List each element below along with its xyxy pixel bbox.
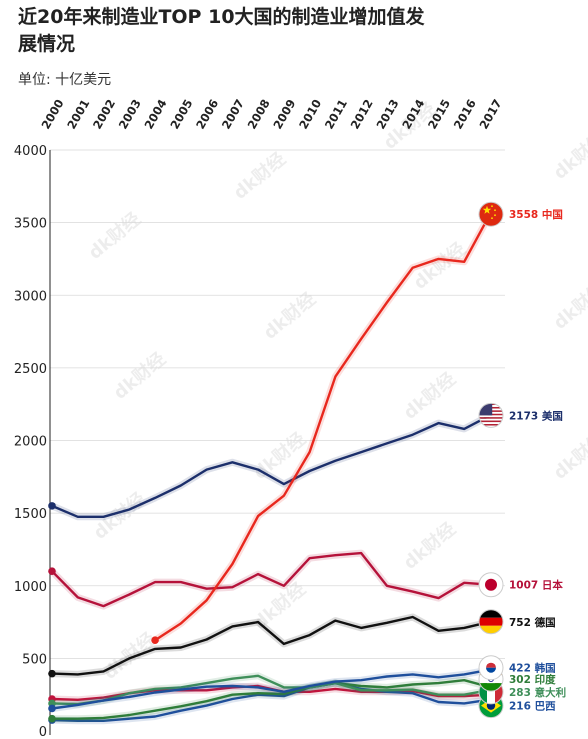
y-tick-label: 2500 [14,362,47,377]
series-start-point-de [48,669,56,678]
series-start-point-jp [48,567,56,576]
series-line-us [50,414,492,518]
korea-flag-icon [478,655,504,681]
y-tick-label: 1500 [14,507,47,522]
y-tick-label: 500 [22,652,47,667]
y-tick-label: 4000 [14,144,47,159]
x-tick-label: 2017 [476,97,504,132]
unit-label: 单位: 十亿美元 [18,72,112,88]
x-axis: 2000200120022003200420052006200720082009… [38,97,504,132]
watermark-text: dk财经 [549,128,588,184]
series-line-it [50,674,492,706]
series-lines [48,210,494,725]
china-flag-icon [478,201,504,227]
series-start-point-us [48,502,56,510]
end-label-cn: 3558 中国 [509,208,563,221]
end-label-de: 752 德国 [509,616,556,629]
x-tick-label: 2007 [219,97,247,132]
x-tick-label: 2000 [38,97,66,132]
y-axis: 0 500 1000 1500 2000 2500 3000 3500 4000 [14,144,51,739]
watermarks: dk财经dk财经dk财经dk财经dk财经dk财经dk财经dk财经dk财经dk财经… [84,98,588,684]
y-tick-label: 0 [39,725,47,739]
x-tick-label: 2001 [64,97,92,132]
series-start-point-in [48,714,56,723]
watermark-text: dk财经 [549,428,588,484]
watermark-text: dk财经 [399,368,460,424]
x-tick-label: 2002 [90,97,118,132]
x-tick-label: 2004 [142,97,170,132]
series-line-cn [153,213,492,642]
watermark-text: dk财经 [229,148,290,204]
end-label-br: 216 巴西 [509,701,556,713]
end-label-kr: 422 韩国 [509,662,556,675]
grid-lines [50,149,505,659]
x-tick-label: 2009 [270,97,298,132]
x-tick-label: 2003 [116,97,144,132]
watermark-text: dk财经 [549,278,588,334]
watermark-text: dk财经 [259,288,320,344]
end-label-it: 283 意大利 [509,686,566,699]
x-tick-label: 2008 [245,97,273,132]
watermark-text: dk财经 [399,518,460,574]
y-tick-label: 3000 [14,289,47,304]
series-line-de [50,615,492,676]
y-tick-label: 2000 [14,435,47,450]
series-start-point-cn [151,636,159,645]
x-tick-label: 2016 [451,97,479,132]
series-line-in [50,679,492,720]
series-line-jp [50,551,492,608]
x-tick-label: 2011 [322,97,350,132]
x-tick-label: 2010 [296,97,324,132]
chart-title: 近20年来制造业TOP 10大国的制造业增加值发展情况 [18,6,425,55]
series-line-br [50,681,492,722]
usa-flag-icon [478,402,504,428]
y-tick-label: 1000 [14,580,47,595]
watermark-text: dk财经 [109,348,170,404]
x-tick-label: 2012 [348,97,376,132]
series-start-point-kr [48,704,56,713]
watermark-text: dk财经 [84,208,145,264]
germany-flag-icon [478,609,504,635]
y-tick-label: 3500 [14,217,47,232]
end-label-us: 2173 美国 [509,409,563,422]
x-tick-label: 2005 [167,97,195,132]
japan-flag-icon [478,572,504,598]
end-label-jp: 1007 日本 [509,579,563,592]
series-line-kr [50,668,492,710]
x-tick-label: 2006 [193,97,221,132]
end-label-in: 302 印度 [509,673,556,686]
